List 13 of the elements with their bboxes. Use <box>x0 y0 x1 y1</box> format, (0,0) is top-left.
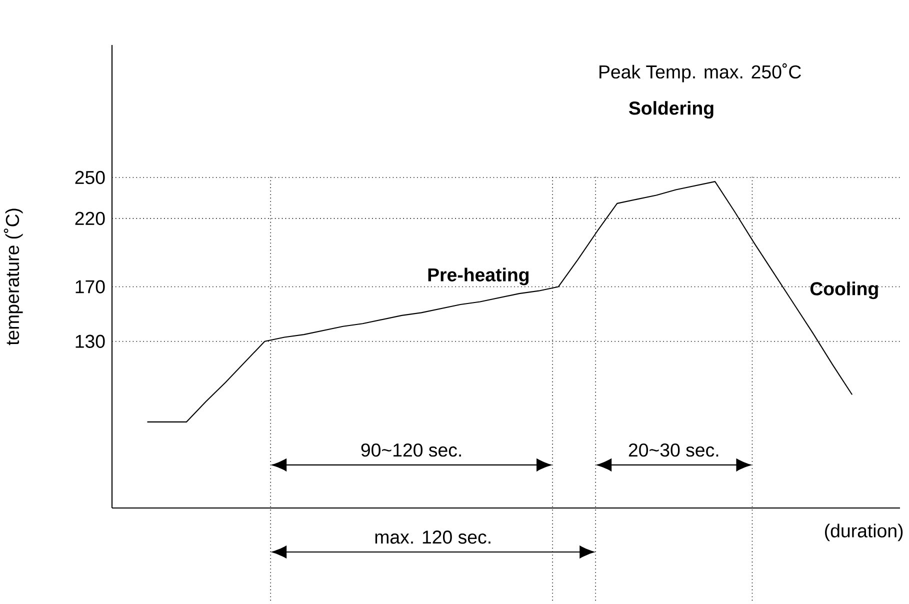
text: max. 120 sec. <box>375 530 490 544</box>
y-tick-label: 170 <box>76 280 105 294</box>
annotation: Soldering <box>629 101 714 119</box>
annotation: Peak Temp. max. 250˚C <box>600 63 801 82</box>
y-tick-label: 220 <box>75 212 105 226</box>
annotation: Pre-heating <box>428 268 529 286</box>
x-axis-title: (duration) <box>825 524 903 542</box>
y-axis-title: temperature (˚C) <box>4 208 23 346</box>
annotation: 20~30 sec. <box>628 443 718 457</box>
annotation: 90~120 sec. <box>361 443 461 457</box>
annotation: Cooling <box>810 282 878 300</box>
y-tick-label: 250 <box>75 170 105 184</box>
y-tick-label: 130 <box>76 334 105 348</box>
